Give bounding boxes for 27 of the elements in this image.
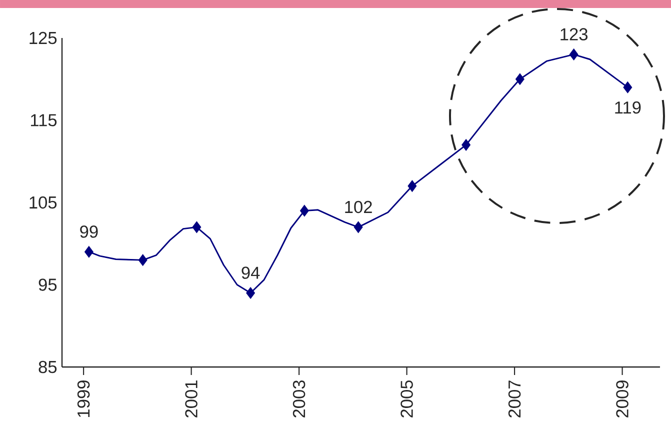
x-tick-label: 2001 bbox=[185, 380, 198, 418]
y-tick-label: 115 bbox=[30, 114, 57, 126]
point bbox=[84, 246, 94, 258]
point bbox=[408, 180, 417, 192]
y-tick-label: 85 bbox=[38, 360, 57, 374]
y-tick-label: 125 bbox=[30, 32, 57, 44]
y-tick-label: 95 bbox=[38, 278, 57, 291]
annotation: 119 bbox=[615, 101, 641, 114]
point bbox=[138, 254, 148, 266]
point bbox=[515, 73, 524, 85]
point bbox=[462, 139, 471, 151]
y-tick-label: 105 bbox=[30, 196, 57, 209]
annotation: 99 bbox=[80, 226, 98, 238]
annotation: 94 bbox=[242, 266, 260, 279]
point bbox=[354, 221, 363, 234]
point bbox=[192, 221, 202, 234]
x-tick-label: 2009 bbox=[616, 380, 628, 418]
x-tick-label: 2005 bbox=[400, 380, 413, 418]
annotation: 123 bbox=[560, 28, 588, 40]
point bbox=[300, 204, 309, 217]
point bbox=[246, 287, 256, 299]
x-tick-label: 2007 bbox=[508, 380, 521, 418]
point bbox=[623, 81, 632, 94]
point bbox=[569, 48, 578, 60]
annotation: 102 bbox=[345, 200, 372, 214]
x-tick-label: 1999 bbox=[77, 380, 90, 417]
x-tick-label: 2003 bbox=[292, 380, 306, 418]
